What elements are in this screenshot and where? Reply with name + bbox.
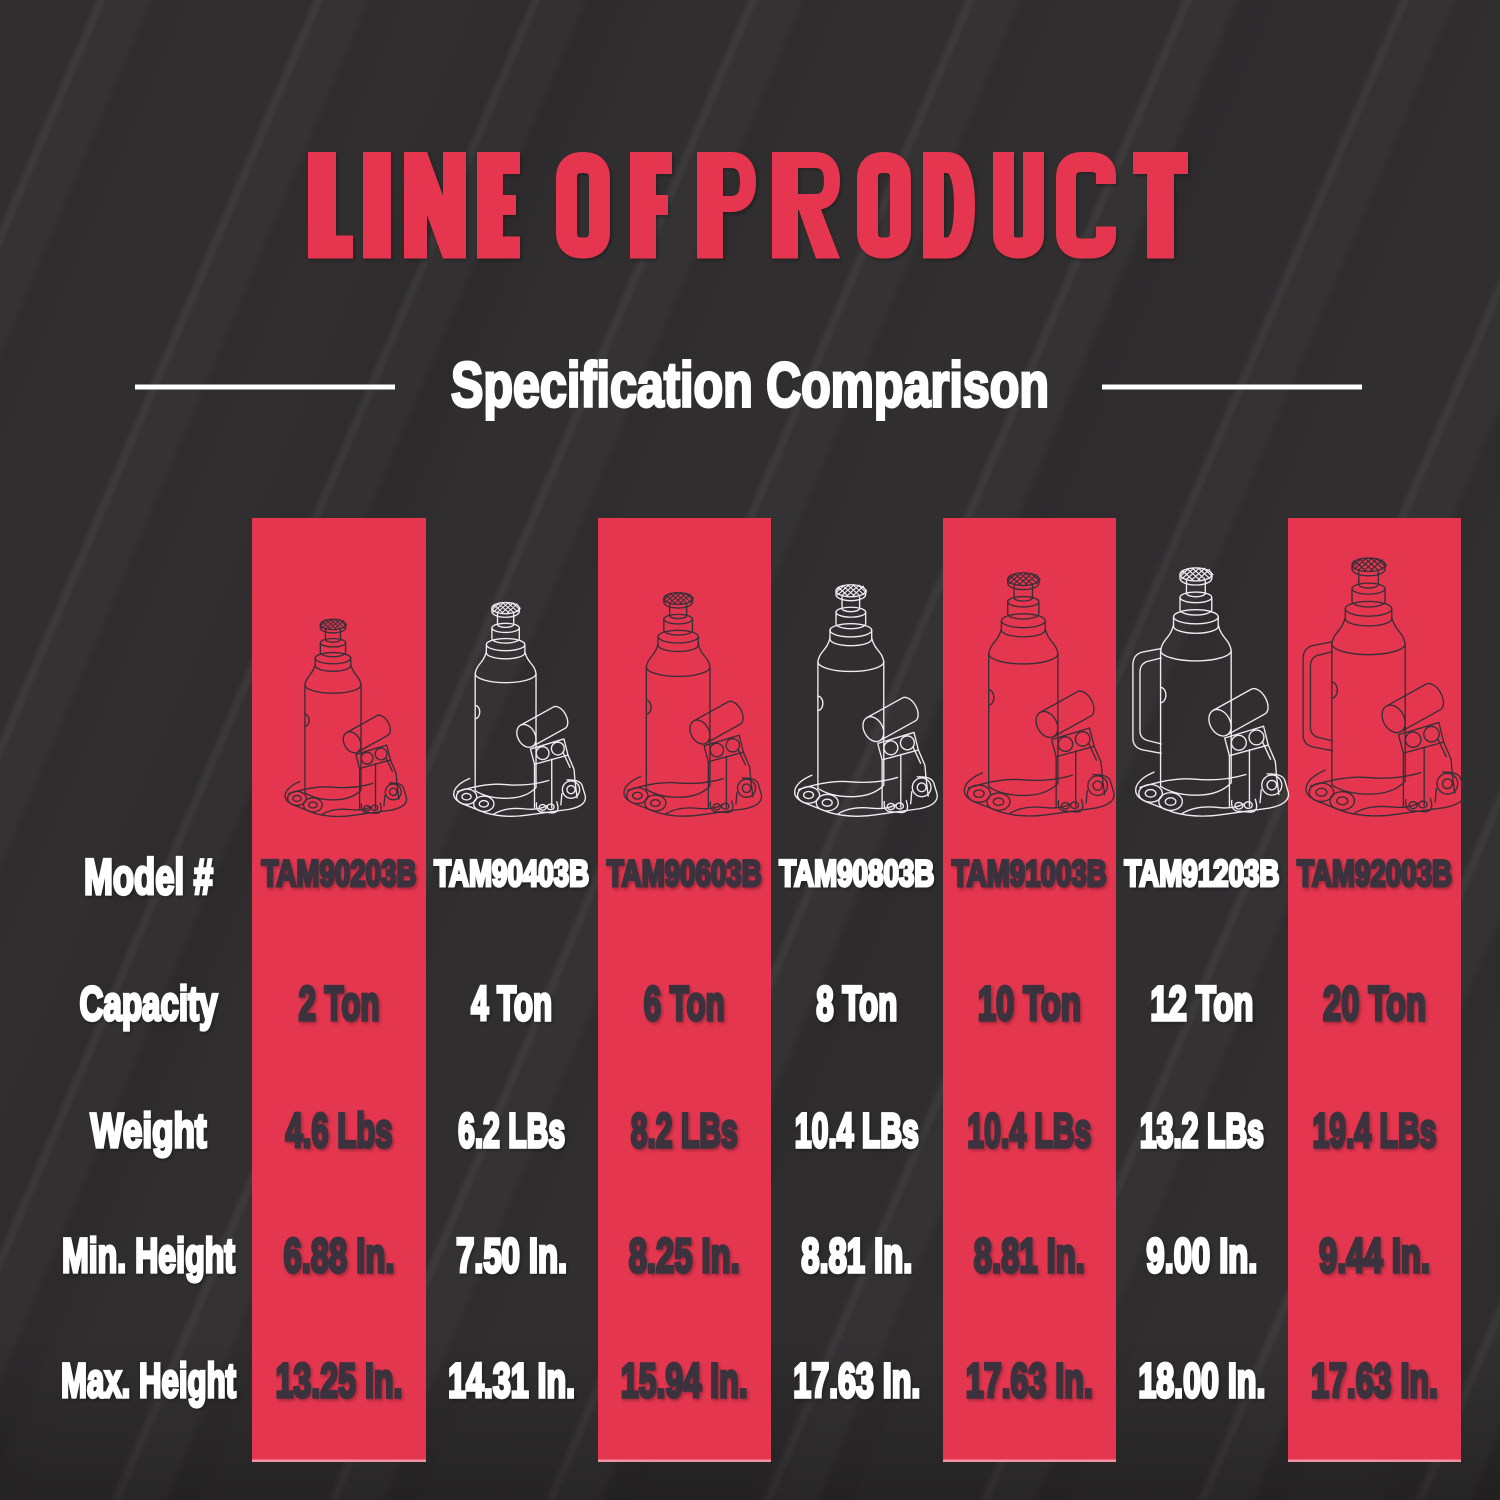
svg-text:TAM91003B: TAM91003B xyxy=(952,853,1107,894)
svg-text:13.25 In.: 13.25 In. xyxy=(276,1355,403,1408)
svg-text:TAM92003B: TAM92003B xyxy=(1297,853,1452,894)
svg-text:17.63 In.: 17.63 In. xyxy=(1311,1355,1438,1408)
svg-text:13.2 LBs: 13.2 LBs xyxy=(1140,1105,1264,1158)
svg-text:Specification Comparison: Specification Comparison xyxy=(451,351,1049,421)
svg-text:10.4 LBs: 10.4 LBs xyxy=(795,1105,919,1158)
svg-text:18.00 In.: 18.00 In. xyxy=(1138,1355,1265,1408)
svg-text:Weight: Weight xyxy=(91,1105,207,1158)
svg-text:19.4 LBs: 19.4 LBs xyxy=(1313,1105,1437,1158)
svg-text:8.2 LBs: 8.2 LBs xyxy=(631,1105,738,1158)
svg-text:10.4 LBs: 10.4 LBs xyxy=(967,1105,1091,1158)
svg-text:TAM91203B: TAM91203B xyxy=(1124,853,1279,894)
svg-text:Max. Height: Max. Height xyxy=(61,1355,236,1408)
svg-text:9.44 In.: 9.44 In. xyxy=(1319,1230,1430,1283)
svg-text:Capacity: Capacity xyxy=(80,978,218,1031)
svg-text:8.25 In.: 8.25 In. xyxy=(629,1230,740,1283)
svg-text:12 Ton: 12 Ton xyxy=(1150,978,1253,1031)
svg-text:TAM90203B: TAM90203B xyxy=(262,853,417,894)
svg-text:Min. Height: Min. Height xyxy=(62,1230,235,1283)
svg-text:17.63 In.: 17.63 In. xyxy=(793,1355,920,1408)
svg-text:8 Ton: 8 Ton xyxy=(816,978,897,1031)
svg-text:TAM90803B: TAM90803B xyxy=(779,853,934,894)
svg-text:6.2 LBs: 6.2 LBs xyxy=(458,1105,565,1158)
svg-text:9.00 In.: 9.00 In. xyxy=(1146,1230,1257,1283)
svg-text:7.50 In.: 7.50 In. xyxy=(456,1230,567,1283)
svg-text:6.88 In.: 6.88 In. xyxy=(284,1230,395,1283)
svg-text:15.94 In.: 15.94 In. xyxy=(621,1355,748,1408)
svg-text:4 Ton: 4 Ton xyxy=(471,978,552,1031)
svg-text:20 Ton: 20 Ton xyxy=(1323,978,1426,1031)
svg-text:17.63 In.: 17.63 In. xyxy=(966,1355,1093,1408)
svg-text:14.31 In.: 14.31 In. xyxy=(448,1355,575,1408)
svg-text:Model #: Model # xyxy=(84,849,213,905)
svg-text:8.81 In.: 8.81 In. xyxy=(801,1230,912,1283)
svg-text:4.6 Lbs: 4.6 Lbs xyxy=(286,1105,393,1158)
svg-text:8.81 In.: 8.81 In. xyxy=(974,1230,1085,1283)
svg-text:10 Ton: 10 Ton xyxy=(978,978,1081,1031)
svg-text:2 Ton: 2 Ton xyxy=(299,978,380,1031)
svg-text:TAM90403B: TAM90403B xyxy=(434,853,589,894)
svg-text:6 Ton: 6 Ton xyxy=(644,978,725,1031)
svg-text:TAM90603B: TAM90603B xyxy=(607,853,762,894)
